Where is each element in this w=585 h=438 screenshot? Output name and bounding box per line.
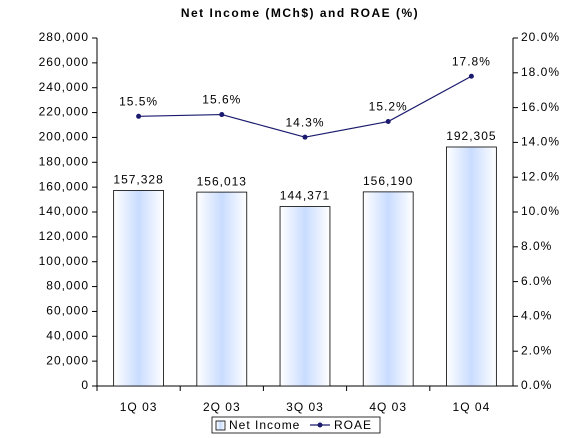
line-marker [385,119,391,125]
bar-value-label: 144,371 [280,189,330,203]
bar-value-label: 157,328 [113,173,163,187]
y-tick-label: 160,000 [39,179,89,193]
bar-value-label: 156,190 [363,174,413,188]
y-tick-label: 180,000 [39,154,89,168]
line-marker [136,113,142,119]
x-tick-label: 1Q 04 [453,400,491,414]
x-tick-label: 4Q 03 [369,400,407,414]
chart-title: Net Income (MCh$) and ROAE (%) [181,6,419,20]
y2-tick-label: 8.0% [521,239,552,253]
y-tick-label: 200,000 [39,130,89,144]
y2-tick-label: 0.0% [521,378,552,392]
line-value-label: 17.8% [452,54,491,68]
y-tick-label: 280,000 [39,30,89,44]
bar [362,191,414,387]
line-value-label: 14.3% [285,115,324,129]
bar [279,206,331,387]
line-marker [302,134,308,140]
y2-tick-label: 4.0% [521,309,552,323]
line-marker [219,112,225,118]
y-tick-label: 220,000 [39,105,89,119]
y-tick-label: 60,000 [46,304,89,318]
y-tick-label: 260,000 [39,55,89,69]
y-tick-label: 100,000 [39,254,89,268]
line-marker [468,73,474,79]
bar-value-label: 156,013 [197,174,247,188]
y-tick-label: 80,000 [46,279,89,293]
y-tick-label: 20,000 [46,353,89,367]
bar-value-label: 192,305 [446,129,496,143]
x-tick-label: 3Q 03 [286,400,324,414]
legend-box [211,416,381,434]
x-tick-label: 2Q 03 [203,400,241,414]
y2-tick-label: 10.0% [521,204,560,218]
y2-tick-label: 18.0% [521,65,560,79]
y2-tick-label: 6.0% [521,274,552,288]
y-tick-label: 0 [81,378,89,392]
line-value-label: 15.5% [119,94,158,108]
y-tick-label: 240,000 [39,80,89,94]
x-tick-label: 1Q 03 [120,400,158,414]
y2-tick-label: 12.0% [521,169,560,183]
bar [446,146,497,387]
legend-label: Net Income [229,418,300,432]
y2-tick-label: 2.0% [521,343,552,357]
y-tick-label: 40,000 [46,328,89,342]
legend-marker [317,422,323,428]
y2-tick-label: 14.0% [521,135,560,149]
y-tick-label: 140,000 [39,204,89,218]
line-value-label: 15.2% [369,100,408,114]
legend-swatch [215,420,226,431]
y2-tick-label: 16.0% [521,100,560,114]
y2-tick-label: 20.0% [521,30,560,44]
legend-label: ROAE [334,418,372,432]
y-tick-label: 120,000 [39,229,89,243]
bar [196,191,248,387]
bar [113,190,164,387]
line-value-label: 15.6% [202,93,241,107]
